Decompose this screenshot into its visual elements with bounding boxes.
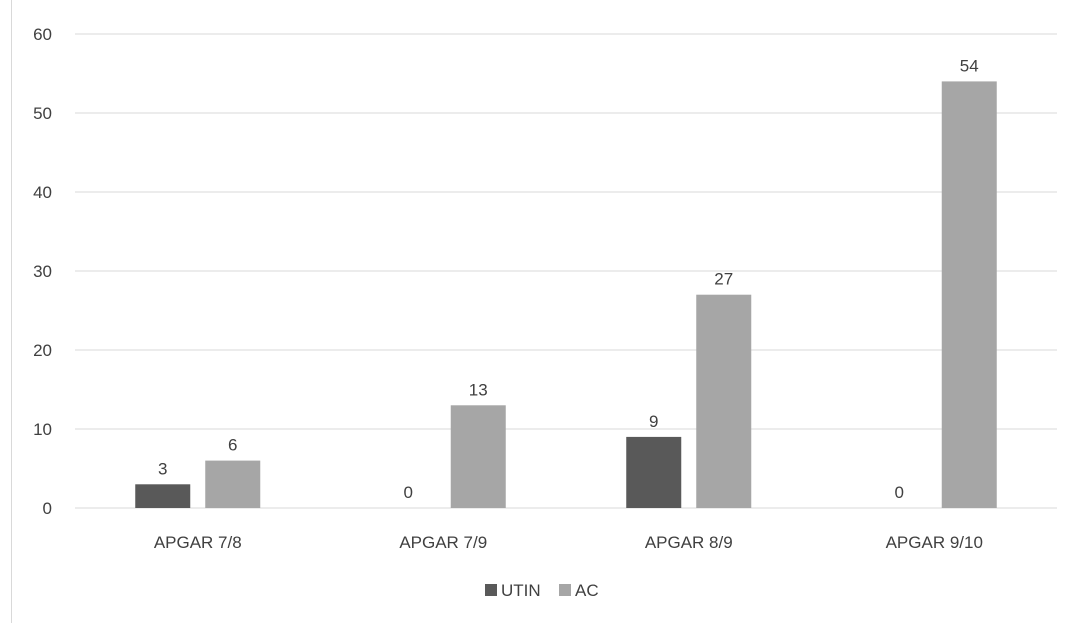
bar-ac <box>205 460 261 508</box>
bar-ac <box>696 294 752 508</box>
x-category-label: APGAR 7/8 <box>154 533 242 552</box>
data-label: 9 <box>649 412 658 431</box>
bar-utin <box>626 436 682 508</box>
x-category-label: APGAR 7/9 <box>399 533 487 552</box>
y-tick-label: 40 <box>33 183 52 202</box>
data-label: 0 <box>404 483 413 502</box>
data-label: 54 <box>960 56 979 75</box>
data-label: 3 <box>158 459 167 478</box>
bar-ac <box>941 81 997 509</box>
data-label: 0 <box>895 483 904 502</box>
legend-label-utin: UTIN <box>501 581 541 600</box>
x-category-label: APGAR 8/9 <box>645 533 733 552</box>
bar-ac <box>450 405 506 508</box>
y-tick-label: 0 <box>43 499 52 518</box>
y-tick-label: 30 <box>33 262 52 281</box>
data-label: 27 <box>714 270 733 289</box>
y-tick-label: 10 <box>33 420 52 439</box>
legend-swatch-ac <box>559 584 571 596</box>
y-tick-label: 60 <box>33 25 52 44</box>
bar-utin <box>135 484 191 508</box>
y-tick-label: 50 <box>33 104 52 123</box>
legend-label-ac: AC <box>575 581 599 600</box>
legend-swatch-utin <box>485 584 497 596</box>
y-tick-label: 20 <box>33 341 52 360</box>
data-label: 6 <box>228 436 237 455</box>
x-category-label: APGAR 9/10 <box>886 533 983 552</box>
data-label: 13 <box>469 380 488 399</box>
